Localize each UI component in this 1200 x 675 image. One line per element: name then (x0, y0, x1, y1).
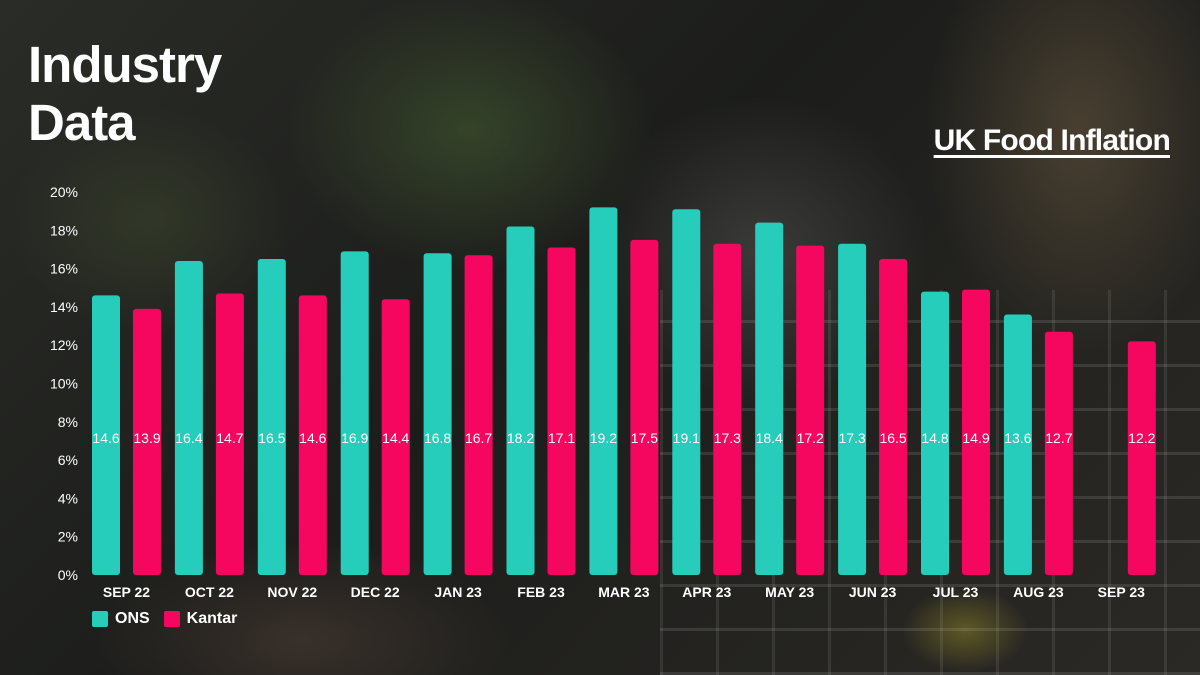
bar-kantar (298, 295, 327, 575)
value-label-kantar: 14.9 (962, 430, 989, 446)
value-label-ons: 16.8 (424, 430, 451, 446)
bar-kantar (464, 255, 493, 575)
y-tick-label: 16% (50, 261, 78, 277)
y-tick-label: 12% (50, 337, 78, 353)
value-label-ons: 19.2 (590, 430, 617, 446)
value-label-kantar: 12.2 (1128, 430, 1155, 446)
value-label-kantar: 17.2 (797, 430, 824, 446)
bar-ons (838, 243, 867, 575)
value-label-kantar: 14.4 (382, 430, 409, 446)
value-label-ons: 17.3 (838, 430, 865, 446)
slide-title: Industry Data (28, 36, 222, 152)
bar-kantar (133, 308, 161, 575)
x-tick-label: APR 23 (682, 584, 731, 600)
value-label-kantar: 12.7 (1045, 430, 1072, 446)
bar-kantar (1044, 331, 1073, 575)
value-label-kantar: 16.5 (879, 430, 906, 446)
bar-kantar (962, 289, 990, 575)
bar-kantar (630, 239, 659, 575)
x-tick-label: MAY 23 (765, 584, 814, 600)
value-label-ons: 13.6 (1004, 430, 1031, 446)
x-tick-label: JUL 23 (933, 584, 979, 600)
value-label-kantar: 17.3 (714, 430, 741, 446)
chart-title: UK Food Inflation (933, 124, 1171, 157)
x-tick-label: OCT 22 (185, 584, 234, 600)
value-label-ons: 19.1 (673, 430, 700, 446)
bar-ons (340, 251, 369, 576)
legend-swatch-kantar (163, 611, 180, 627)
y-axis: 0% 2% 4% 6% 8% 10% 12% 14% 16% 18% 20% (50, 184, 78, 583)
bar-ons (423, 253, 452, 575)
y-tick-label: 20% (50, 184, 78, 200)
value-label-ons: 16.9 (341, 430, 368, 446)
bar-ons (257, 259, 286, 575)
value-label-ons: 14.6 (92, 430, 119, 446)
slide-title-line-1: Industry (28, 36, 222, 93)
bar-ons (589, 207, 618, 575)
value-label-kantar: 14.7 (216, 430, 243, 446)
bars: 14.6 13.9 16.4 14.7 16.5 14.6 16.9 14.4 16.8 16.7… (92, 207, 1156, 576)
bar-ons (506, 226, 535, 575)
x-tick-label: SEP 23 (1098, 584, 1145, 600)
legend-label-ons: ONS (115, 610, 150, 627)
legend-item-ons: ONS (92, 610, 150, 628)
value-label-kantar: 16.7 (465, 430, 492, 446)
y-tick-label: 18% (50, 222, 78, 238)
bar-ons (921, 291, 949, 575)
x-axis: SEP 22 OCT 22 NOV 22 DEC 22 JAN 23 FEB 23 MAR … (103, 584, 1145, 600)
x-tick-label: SEP 22 (103, 584, 150, 600)
value-label-kantar: 14.6 (299, 430, 326, 446)
bar-ons (755, 222, 784, 575)
bar-kantar (796, 245, 825, 575)
bar-ons (672, 209, 701, 576)
y-tick-label: 14% (50, 299, 78, 315)
bar-ons (174, 260, 203, 575)
legend-item-kantar: Kantar (163, 610, 238, 628)
x-tick-label: MAR 23 (598, 584, 650, 600)
x-tick-label: JUN 23 (849, 584, 897, 600)
y-tick-label: 2% (58, 529, 78, 545)
bar-kantar (713, 243, 742, 575)
bar-kantar (879, 259, 908, 575)
bar-ons (92, 295, 120, 575)
x-tick-label: AUG 23 (1013, 584, 1064, 600)
y-tick-label: 6% (58, 452, 78, 468)
x-tick-label: NOV 22 (267, 584, 317, 600)
y-tick-label: 4% (58, 490, 78, 506)
legend: ONS Kantar (92, 610, 237, 628)
y-tick-label: 8% (58, 414, 78, 430)
bar-kantar (547, 247, 576, 575)
value-label-kantar: 17.1 (548, 430, 575, 446)
y-tick-label: 0% (58, 567, 78, 583)
value-label-ons: 18.4 (756, 430, 783, 446)
bar-kantar (381, 299, 410, 575)
legend-label-kantar: Kantar (186, 610, 238, 627)
x-tick-label: DEC 22 (351, 584, 400, 600)
value-label-ons: 14.8 (921, 430, 948, 446)
bar-kantar (1127, 341, 1156, 575)
x-tick-label: FEB 23 (517, 584, 565, 600)
bar-ons (1003, 314, 1032, 575)
legend-swatch-ons (92, 611, 108, 627)
slide-title-line-2: Data (28, 94, 136, 151)
value-label-kantar: 17.5 (631, 430, 658, 446)
value-label-kantar: 13.9 (133, 430, 160, 446)
y-tick-label: 10% (50, 376, 78, 392)
value-label-ons: 16.5 (258, 430, 285, 446)
x-tick-label: JAN 23 (434, 584, 482, 600)
value-label-ons: 18.2 (507, 430, 534, 446)
value-label-ons: 16.4 (175, 430, 202, 446)
bar-kantar (215, 293, 244, 575)
